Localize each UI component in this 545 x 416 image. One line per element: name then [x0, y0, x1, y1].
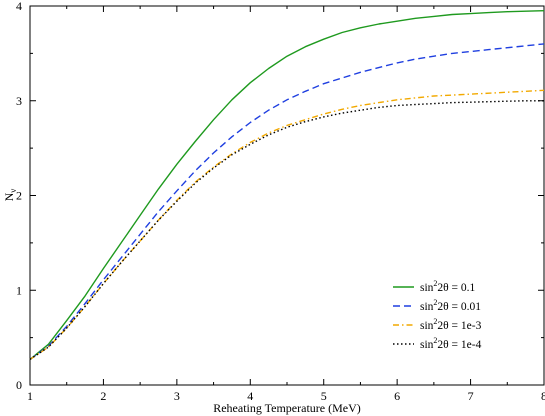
x-axis-title: Reheating Temperature (MeV) — [213, 401, 361, 415]
y-tick-label: 0 — [16, 378, 22, 392]
legend-label-prefix: sin — [420, 339, 434, 351]
y-tick-label: 4 — [16, 0, 22, 13]
legend-label-prefix: sin — [420, 301, 434, 313]
x-tick-label: 3 — [174, 389, 180, 403]
legend-label-2: sin22θ = 0.01 — [420, 298, 481, 313]
x-tick-label: 6 — [394, 389, 400, 403]
legend-label-superscript: 2 — [433, 298, 437, 307]
legend-label-suffix: 2θ = 1e-4 — [437, 339, 481, 351]
series-lines — [29, 10, 545, 360]
y-tick-label: 3 — [16, 94, 22, 108]
legend-label-superscript: 2 — [433, 317, 437, 326]
y-tick-label: 1 — [16, 283, 22, 297]
legend-label-prefix: sin — [420, 282, 434, 294]
y-axis-title-main: N — [2, 192, 16, 201]
legend-label-4: sin22θ = 1e-4 — [420, 336, 482, 351]
series-line-4 — [29, 100, 544, 360]
series-line-1 — [29, 10, 545, 360]
legend-label-1: sin22θ = 0.1 — [420, 279, 476, 294]
x-tick-label: 5 — [321, 389, 327, 403]
legend-label-3: sin22θ = 1e-3 — [420, 317, 482, 332]
legend-label-suffix: 2θ = 1e-3 — [437, 320, 481, 332]
x-tick-label: 1 — [27, 389, 33, 403]
x-tick-label: 4 — [247, 389, 253, 403]
x-tick-label: 8 — [541, 389, 545, 403]
series-line-2 — [29, 43, 545, 360]
y-axis-title: Nν — [2, 189, 18, 202]
legend-label-suffix: 2θ = 0.1 — [437, 282, 475, 294]
legend-label-prefix: sin — [420, 320, 434, 332]
x-tick-label: 7 — [468, 389, 474, 403]
y-tick-label: 2 — [16, 189, 22, 203]
legend-label-suffix: 2θ = 0.01 — [437, 301, 481, 313]
x-tick-label: 2 — [100, 389, 106, 403]
y-axis-title-subscript: ν — [8, 189, 18, 193]
legend-label-superscript: 2 — [433, 336, 437, 345]
legend-label-superscript: 2 — [433, 279, 437, 288]
